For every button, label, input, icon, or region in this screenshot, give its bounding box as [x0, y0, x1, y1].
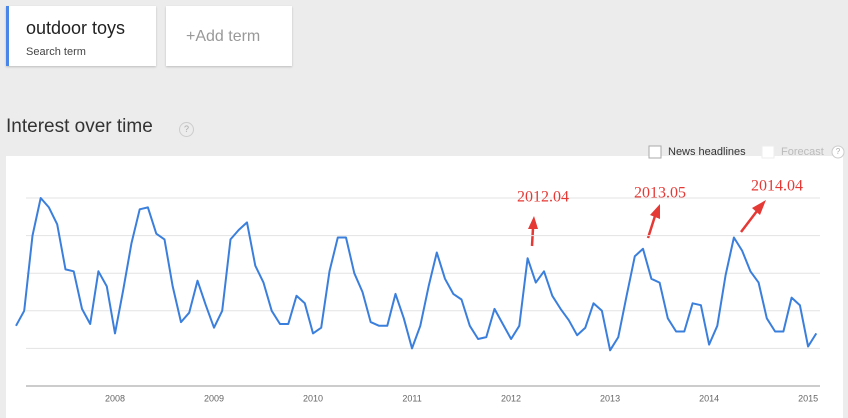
- x-tick-label: 2009: [204, 393, 224, 403]
- x-tick-label: 2010: [303, 393, 323, 403]
- news-headlines-label[interactable]: News headlines: [668, 146, 746, 158]
- help-icon[interactable]: ?: [179, 122, 194, 137]
- arrow-head: [752, 200, 766, 215]
- arrow-head: [528, 216, 538, 229]
- search-term-card[interactable]: outdoor toys Search term: [6, 6, 156, 66]
- section-title: Interest over time: [6, 116, 153, 137]
- x-tick-label: 2013: [600, 393, 620, 403]
- search-term: outdoor toys: [26, 18, 126, 38]
- x-tick-label: 2011: [402, 393, 421, 403]
- forecast-label: Forecast: [781, 146, 824, 158]
- x-tick-label: 2008: [105, 393, 125, 403]
- arrow: [530, 227, 535, 247]
- help-icon-circle[interactable]: [831, 145, 845, 159]
- trend-line: [15, 197, 818, 352]
- arrow: [646, 215, 657, 239]
- checkbox: [761, 145, 775, 159]
- x-tick-label: 2012: [501, 393, 521, 403]
- help-icon[interactable]: ?: [836, 147, 841, 156]
- annotation: 2014.04: [751, 178, 803, 195]
- search-term-caption: Search term: [26, 46, 86, 58]
- annotation: 2013.05: [634, 185, 686, 202]
- x-tick-label: 2015: [798, 393, 818, 403]
- checkbox[interactable]: [648, 145, 662, 159]
- annotation: 2012.04: [517, 189, 569, 206]
- chart-panel: [6, 156, 843, 418]
- arrow: [740, 210, 758, 233]
- add-term-card[interactable]: +Add term: [166, 6, 292, 66]
- arrow-head: [650, 204, 660, 219]
- add-term[interactable]: +Add term: [186, 28, 261, 45]
- x-tick-label: 2014: [699, 393, 719, 403]
